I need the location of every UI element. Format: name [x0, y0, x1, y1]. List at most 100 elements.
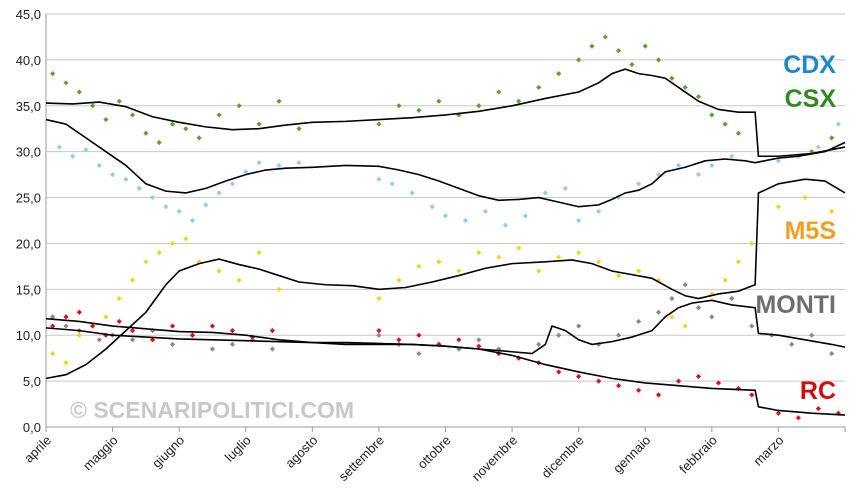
monti-poll-point: [129, 337, 136, 343]
m5s-poll-point: [63, 360, 69, 366]
m5s-poll-point: [156, 250, 162, 256]
monti-poll-point: [635, 318, 642, 325]
rc-poll-point: [229, 328, 236, 334]
cdx-poll-point: [442, 213, 449, 219]
y-tick-label: 0,0: [23, 420, 41, 435]
monti-poll-point: [655, 309, 662, 315]
monti-poll-point: [50, 314, 56, 320]
rc-poll-point: [775, 410, 782, 416]
rc-poll-point: [635, 387, 642, 393]
m5s-poll-point: [183, 236, 189, 242]
series-labels: CDX CSX M5S MONTI RC: [755, 51, 836, 405]
csx-poll-point: [536, 84, 542, 91]
monti-poll-point: [596, 341, 602, 347]
m5s-poll-point: [256, 250, 262, 256]
csx-poll-point: [642, 43, 648, 49]
csx-poll-point: [276, 98, 282, 104]
cdx-poll-point: [216, 190, 222, 196]
cdx-poll-point: [296, 160, 302, 166]
monti-poll-point: [209, 346, 216, 352]
m5s-poll-point: [216, 268, 222, 274]
x-tick-label: giugno: [149, 433, 187, 471]
m5s-poll-point: [576, 250, 582, 256]
cdx-poll-point: [429, 204, 435, 210]
cdx-trend-line: [45, 118, 846, 208]
csx-poll-point: [376, 121, 382, 127]
y-axis-ticks: 0,0 5,0 10,0 15,0 20,0 25,0 30,0 35,0 40,0 45,0: [16, 7, 41, 435]
m5s-poll-point: [709, 291, 715, 297]
rc-poll-point: [655, 392, 662, 398]
monti-poll-point: [809, 332, 815, 338]
rc-poll-point: [416, 332, 422, 338]
m5s-poll-point: [436, 259, 442, 265]
csx-poll-point: [296, 126, 302, 132]
x-tick-label: maggio: [80, 433, 121, 474]
m5s-poll-point: [196, 259, 202, 265]
csx-poll-point: [436, 98, 442, 104]
csx-poll-point: [476, 103, 482, 109]
m5s-poll-point: [682, 323, 688, 329]
x-axis-ticks: aprile maggio giugno luglio agosto settembre o…: [21, 427, 846, 484]
m5s-poll-point: [169, 240, 176, 247]
csx-poll-point: [63, 80, 69, 86]
csx-poll-point: [216, 112, 222, 118]
poll-points: [50, 34, 841, 421]
m5s-poll-point: [456, 268, 462, 274]
cdx-poll-point: [709, 162, 715, 169]
m5s-poll-point: [396, 277, 402, 283]
monti-poll-point: [169, 341, 176, 347]
m5s-poll-point: [735, 259, 742, 265]
cdx-poll-point: [562, 185, 568, 191]
cdx-poll-point: [835, 121, 841, 127]
m5s-poll-point: [516, 245, 522, 251]
monti-poll-point: [476, 337, 482, 343]
rc-poll-point: [695, 373, 702, 380]
rc-series-label: RC: [800, 377, 836, 405]
cdx-poll-point: [83, 147, 89, 153]
y-tick-label: 35,0: [16, 99, 41, 114]
m5s-poll-point: [416, 263, 422, 269]
cdx-poll-point: [229, 181, 236, 187]
m5s-poll-point: [722, 277, 728, 283]
y-tick-label: 5,0: [23, 374, 41, 389]
rc-poll-point: [169, 323, 176, 329]
csx-poll-point: [722, 121, 728, 127]
csx-poll-point: [669, 75, 675, 81]
m5s-poll-point: [596, 259, 602, 265]
rc-poll-point: [50, 323, 56, 329]
csx-poll-point: [682, 84, 688, 91]
rc-poll-point: [90, 323, 96, 329]
m5s-poll-point: [116, 295, 122, 302]
m5s-poll-point: [655, 277, 662, 283]
csx-poll-point: [169, 121, 176, 127]
rc-poll-point: [735, 385, 742, 392]
cdx-poll-point: [70, 153, 76, 159]
y-tick-label: 40,0: [16, 53, 41, 68]
rc-poll-point: [815, 406, 821, 412]
csx-poll-point: [103, 116, 109, 123]
m5s-poll-point: [635, 268, 642, 274]
cdx-poll-point: [655, 172, 662, 178]
monti-poll-point: [149, 328, 156, 334]
x-tick-label: settembre: [336, 433, 387, 484]
monti-poll-point: [616, 332, 622, 338]
monti-poll-point: [729, 295, 735, 302]
m5s-poll-point: [536, 268, 542, 274]
x-tick-label: gennaio: [610, 433, 653, 476]
cdx-poll-point: [775, 158, 782, 164]
monti-poll-point: [536, 341, 542, 347]
csx-series-label: CSX: [785, 85, 837, 113]
m5s-series-label: M5S: [785, 217, 836, 245]
cdx-poll-point: [542, 190, 548, 196]
monti-poll-point: [682, 282, 688, 288]
m5s-poll-point: [775, 204, 782, 210]
monti-poll-point: [789, 341, 795, 347]
horizontal-gridlines: [45, 13, 845, 428]
cdx-poll-point: [149, 194, 156, 201]
m5s-poll-point: [556, 254, 562, 260]
rc-poll-point: [596, 378, 602, 384]
cdx-poll-point: [729, 153, 735, 159]
csx-poll-point: [556, 71, 562, 77]
monti-poll-point: [709, 314, 715, 320]
